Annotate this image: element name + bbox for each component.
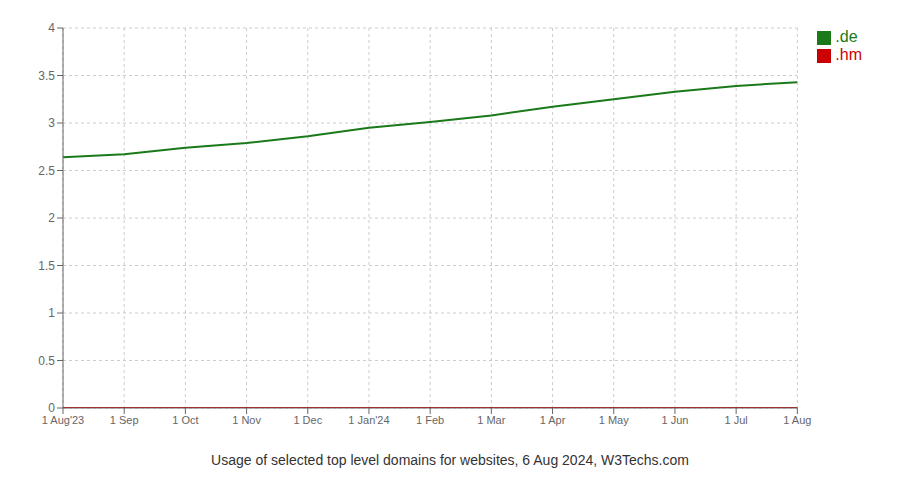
svg-text:0.5: 0.5	[38, 354, 55, 368]
svg-text:1 Mar: 1 Mar	[477, 414, 505, 426]
svg-text:1 Oct: 1 Oct	[172, 414, 198, 426]
svg-text:3: 3	[48, 116, 55, 130]
svg-text:2: 2	[48, 211, 55, 225]
svg-text:2.5: 2.5	[38, 164, 55, 178]
svg-text:1 Jan'24: 1 Jan'24	[348, 414, 389, 426]
svg-text:1 Sep: 1 Sep	[110, 414, 139, 426]
svg-text:1 Jul: 1 Jul	[725, 414, 748, 426]
svg-text:1 May: 1 May	[599, 414, 629, 426]
svg-text:1 Dec: 1 Dec	[293, 414, 322, 426]
svg-text:3.5: 3.5	[38, 69, 55, 83]
svg-text:1 Jun: 1 Jun	[661, 414, 688, 426]
svg-text:0: 0	[48, 401, 55, 415]
svg-text:1 Apr: 1 Apr	[540, 414, 566, 426]
html-text:Usage of selected top level do: Usage of selected top level domains for …	[211, 452, 689, 468]
svg-text:1: 1	[48, 306, 55, 320]
svg-text:1 Aug: 1 Aug	[783, 414, 811, 426]
html-text:.hm: .hm	[835, 46, 862, 63]
svg-text:1 Aug'23: 1 Aug'23	[42, 414, 84, 426]
svg-text:1 Nov: 1 Nov	[232, 414, 261, 426]
html-text:.de: .de	[835, 28, 858, 45]
svg-text:4: 4	[48, 21, 55, 35]
svg-text:1.5: 1.5	[38, 259, 55, 273]
svg-text:1 Feb: 1 Feb	[416, 414, 444, 426]
